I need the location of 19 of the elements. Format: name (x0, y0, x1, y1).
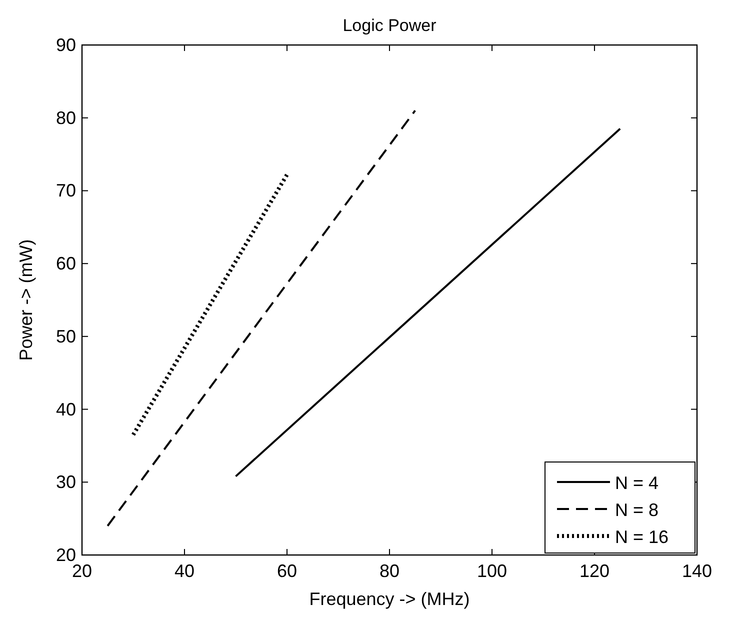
y-tick-label: 50 (56, 326, 76, 346)
chart-title: Logic Power (342, 16, 437, 35)
y-tick-label: 80 (56, 108, 76, 128)
x-axis-title: Frequency -> (MHz) (309, 589, 470, 609)
x-tick-label: 140 (682, 561, 712, 581)
y-axis-title: Power -> (mW) (16, 239, 36, 361)
y-tick-label: 30 (56, 472, 76, 492)
x-tick-label: 40 (174, 561, 195, 581)
y-tick-label: 60 (56, 254, 76, 274)
legend-label: N = 8 (615, 500, 659, 520)
y-tick-label: 70 (56, 180, 76, 201)
legend-label: N = 4 (615, 473, 659, 493)
x-tick-label: 60 (276, 561, 298, 581)
legend-label: N = 16 (615, 527, 669, 547)
x-tick-label: 100 (476, 561, 508, 581)
y-tick-label: 40 (56, 399, 76, 420)
x-tick-label: 120 (579, 561, 610, 581)
x-tick-label: 80 (379, 561, 400, 581)
y-tick-label: 90 (56, 35, 76, 55)
